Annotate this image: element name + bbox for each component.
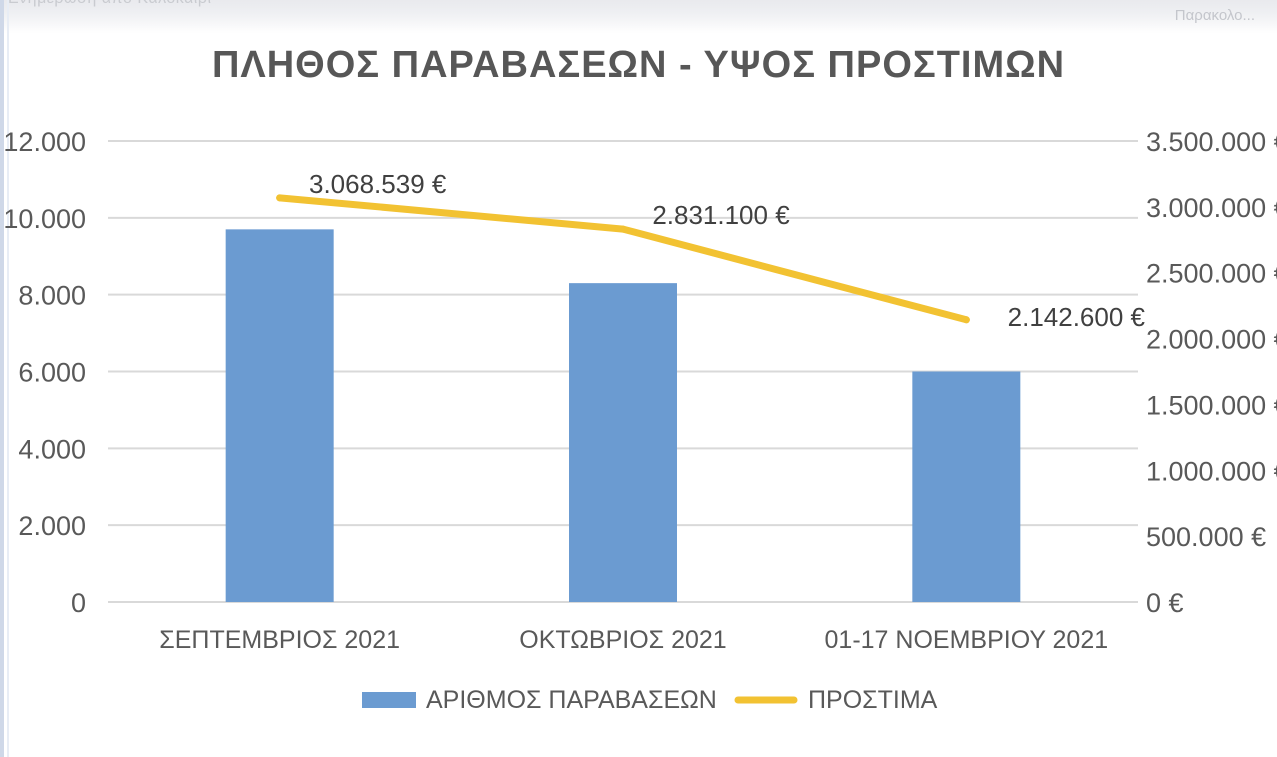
left-axis-ticks: 0 2.000 4.000 6.000 8.000 10.000 12.000 xyxy=(3,127,86,618)
right-axis-ticks: 0 € 500.000 € 1.000.000 € 1.500.000 € 2.000.… xyxy=(1146,127,1277,618)
left-tick-label: 2.000 xyxy=(18,511,86,541)
right-tick-label: 500.000 € xyxy=(1146,522,1266,552)
bar xyxy=(912,371,1021,602)
left-tick-label: 8.000 xyxy=(18,281,86,311)
line-series xyxy=(276,194,970,324)
left-tick-label: 10.000 xyxy=(3,204,86,234)
right-tick-label: 1.500.000 € xyxy=(1146,390,1277,420)
frame-edge-inner xyxy=(7,0,9,757)
right-tick-label: 3.000.000 € xyxy=(1146,193,1277,223)
chart-title: ΠΛΗΘΟΣ ΠΑΡΑΒΑΣΕΩΝ - ΥΨΟΣ ΠΡΟΣΤΙΜΩΝ xyxy=(211,44,1066,86)
right-tick-label: 2.000.000 € xyxy=(1146,325,1277,355)
left-tick-label: 6.000 xyxy=(18,358,86,388)
left-tick-label: 4.000 xyxy=(18,434,86,464)
category-labels: ΣΕΠΤΕΜΒΡΙΟΣ 2021 ΟΚΤΩΒΡΙΟΣ 2021 01-17 ΝΟΕΜ… xyxy=(159,626,1108,654)
legend-bar-label: ΑΡΙΘΜΟΣ ΠΑΡΑΒΑΣΕΩΝ xyxy=(426,686,717,714)
legend: ΑΡΙΘΜΟΣ ΠΑΡΑΒΑΣΕΩΝ ΠΡΟΣΤΙΜΑ xyxy=(362,686,938,714)
data-labels: 3.068.539 € 2.831.100 € 2.142.600 € xyxy=(309,169,1146,332)
category-label: ΟΚΤΩΒΡΙΟΣ 2021 xyxy=(519,626,726,654)
video-overlay-bar: Ενημέρωση από Καλοκαίρι Παρακολο... xyxy=(0,0,1277,34)
right-tick-label: 1.000.000 € xyxy=(1146,456,1277,486)
bar xyxy=(225,229,334,602)
overlay-caption: Ενημέρωση από Καλοκαίρι xyxy=(8,0,212,8)
right-tick-label: 3.500.000 € xyxy=(1146,127,1277,157)
line-point xyxy=(962,316,970,324)
category-label: 01-17 ΝΟΕΜΒΡΙΟΥ 2021 xyxy=(825,626,1109,654)
line-data-label: 3.068.539 € xyxy=(309,169,447,199)
right-tick-label: 0 € xyxy=(1146,588,1184,618)
bar-series xyxy=(225,229,1021,602)
legend-line-label: ΠΡΟΣΤΙΜΑ xyxy=(808,686,938,714)
left-tick-label: 12.000 xyxy=(3,127,86,157)
line-point xyxy=(619,225,627,233)
legend-bar-swatch xyxy=(362,692,416,708)
line-point xyxy=(276,194,284,202)
left-tick-label: 0 xyxy=(71,588,86,618)
line-data-label: 2.142.600 € xyxy=(1008,302,1146,332)
right-tick-label: 2.500.000 € xyxy=(1146,259,1277,289)
bar xyxy=(569,283,677,602)
frame-edge xyxy=(0,0,4,757)
category-label: ΣΕΠΤΕΜΒΡΙΟΣ 2021 xyxy=(159,626,400,654)
overlay-watch-link[interactable]: Παρακολο... xyxy=(1174,7,1255,24)
line-data-label: 2.831.100 € xyxy=(652,200,790,230)
